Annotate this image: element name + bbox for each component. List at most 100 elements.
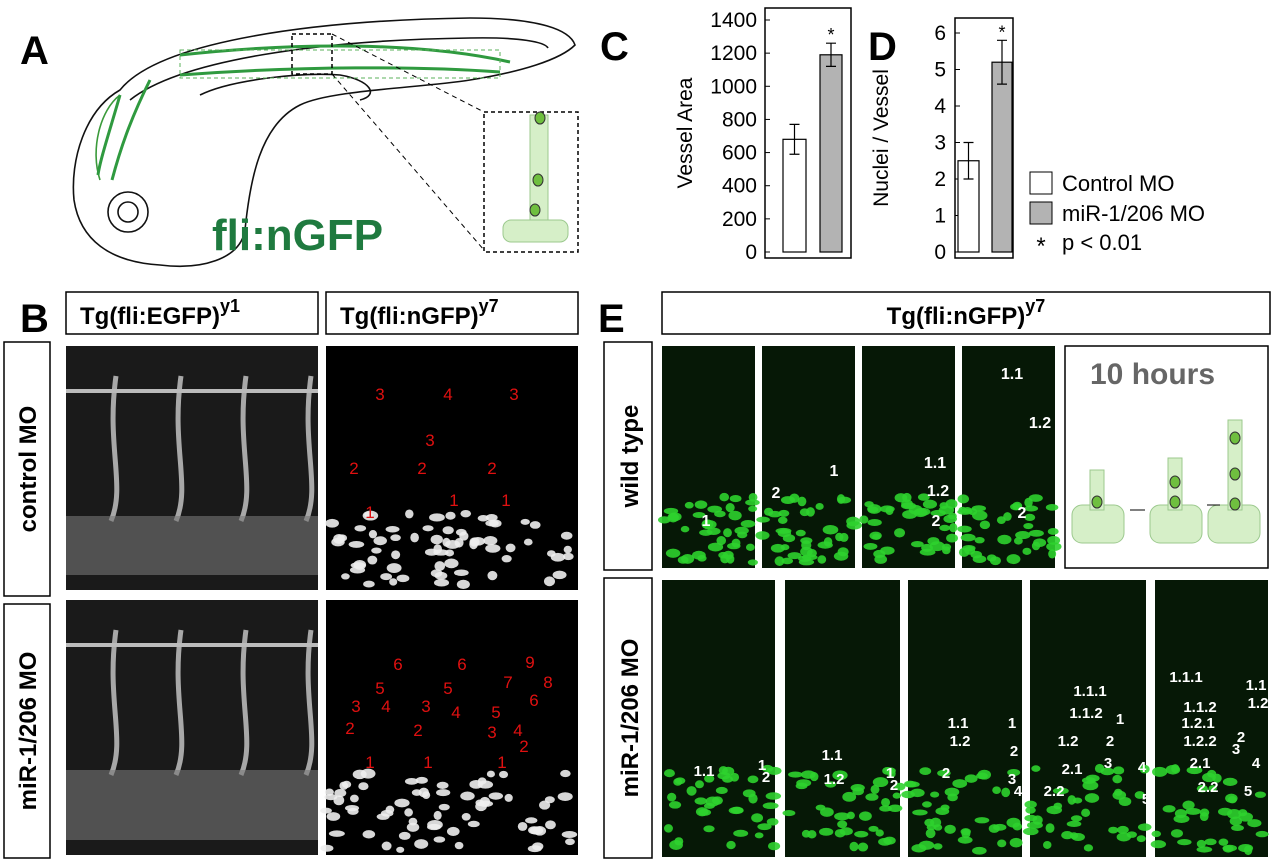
row-header-box [603, 577, 653, 859]
nucleus [396, 846, 405, 853]
nucleus-label: 1 [758, 757, 766, 774]
nucleus [870, 784, 880, 794]
nucleus [391, 550, 401, 560]
nucleus-label: 1.2.2 [1183, 733, 1216, 750]
micrograph-bg [908, 580, 1022, 857]
nucleus [1112, 774, 1123, 784]
nucleus-label: 1 [1008, 715, 1016, 732]
nucleus [733, 829, 749, 837]
nucleus [939, 524, 951, 532]
nucleus [910, 788, 925, 798]
nucleus [714, 510, 726, 518]
nucleus [977, 769, 991, 780]
nucleus [949, 523, 958, 533]
nucleus [872, 533, 881, 540]
nucleus [668, 801, 682, 809]
nucleus [396, 574, 410, 583]
inset-schematic [502, 111, 569, 243]
nucleus-label: 3 [509, 385, 518, 404]
nucleus [912, 809, 928, 816]
nucleus [1171, 764, 1180, 774]
nucleus [1084, 793, 1100, 803]
micrograph [1150, 580, 1269, 857]
nucleus [997, 534, 1012, 545]
nucleus [922, 801, 932, 808]
panel-label: E [598, 297, 625, 341]
nucleus-label: 2 [890, 777, 898, 794]
nucleus-label: 1.1.1 [1073, 683, 1106, 700]
nucleus-label: 1 [365, 753, 374, 772]
nucleus [859, 515, 869, 524]
nucleus [957, 836, 973, 844]
nucleus [748, 505, 758, 512]
nucleus [1222, 844, 1237, 852]
nucleus [698, 809, 712, 816]
nucleus [415, 776, 428, 784]
nucleus [943, 514, 958, 524]
nucleus [1196, 784, 1208, 793]
nucleus [1023, 827, 1039, 836]
nucleus [1136, 835, 1146, 843]
nucleus [833, 551, 849, 561]
nucleus [989, 556, 1001, 566]
nucleus [505, 543, 516, 553]
nucleus [927, 537, 940, 546]
nucleus [799, 508, 810, 517]
nucleus [911, 540, 924, 548]
nucleus [972, 510, 988, 521]
nucleus-label: 1 [501, 491, 510, 510]
nucleus [461, 813, 471, 821]
nucleus-label: 6 [457, 655, 466, 674]
nucleus [926, 824, 937, 831]
nucleus-label: 5 [1142, 791, 1150, 808]
nucleus [1199, 808, 1210, 817]
header-text: Tg(fli:EGFP) [80, 303, 220, 330]
nucleus [1162, 805, 1176, 813]
nucleus [529, 521, 541, 529]
nucleus [1024, 800, 1037, 809]
nucleus [453, 569, 469, 577]
nucleus [455, 528, 467, 536]
panel-label: B [20, 297, 49, 341]
row-header: miR-1/206 MO [617, 639, 644, 798]
nucleus [960, 828, 971, 836]
nucleus [1217, 807, 1233, 816]
nucleus [525, 817, 538, 824]
nucleus [834, 812, 850, 821]
nucleus [1025, 806, 1036, 814]
nucleus [427, 823, 442, 831]
nucleus [1108, 826, 1119, 834]
vessel [173, 375, 185, 522]
y-axis-label: Nuclei / Vessel [870, 69, 893, 207]
nucleus [404, 778, 419, 785]
nucleus-label: 2 [1010, 743, 1018, 760]
nucleus [1227, 796, 1237, 804]
micrograph [755, 346, 863, 568]
nucleus [922, 499, 938, 509]
nucleus [410, 532, 419, 543]
column-header-box [65, 291, 319, 335]
nucleus [941, 543, 952, 551]
nucleus [695, 780, 704, 789]
nucleus [1083, 844, 1094, 852]
significance-mark: * [827, 25, 834, 45]
row-header-box [603, 341, 653, 571]
nucleus-label: 2.2 [1044, 783, 1065, 800]
nucleus [765, 792, 782, 800]
micrograph-bg [785, 580, 900, 857]
nucleus [894, 782, 906, 791]
nucleus [712, 796, 723, 805]
nucleus-label: 2 [345, 719, 354, 738]
y-tick-label: 1400 [710, 9, 757, 32]
nucleus [859, 811, 872, 821]
nucleus-label: 8 [543, 673, 552, 692]
nucleus [1046, 542, 1062, 552]
nucleus [406, 822, 420, 832]
nucleus [405, 509, 414, 519]
nucleus [411, 789, 422, 796]
nucleus [1255, 830, 1269, 838]
nucleus [422, 525, 434, 532]
nucleus-label: 3 [487, 723, 496, 742]
nucleus [972, 846, 987, 855]
error-bar [997, 39, 1007, 85]
